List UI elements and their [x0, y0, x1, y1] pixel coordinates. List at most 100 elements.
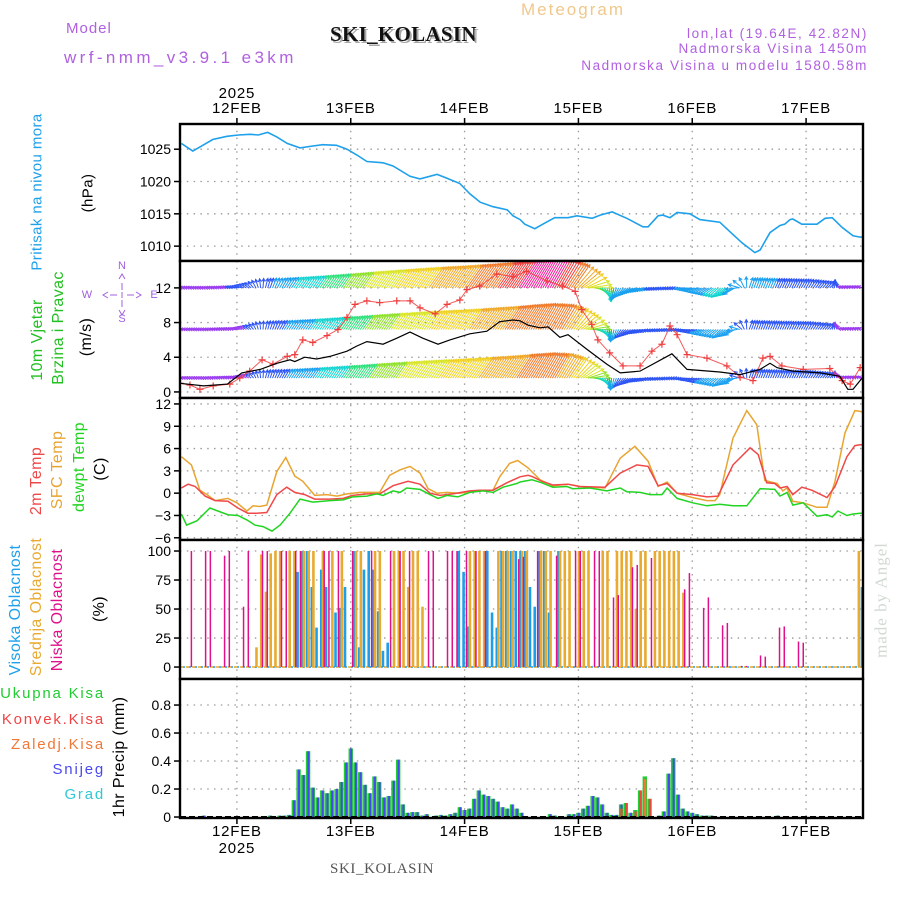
wind-vector: [815, 321, 822, 330]
wind-vector: [824, 280, 832, 289]
wind-vector: [464, 357, 480, 379]
wind-vector: [777, 369, 783, 379]
wind-vector: [293, 319, 301, 330]
precip-bar: [381, 797, 387, 818]
precip-snow-bar: [629, 812, 632, 818]
wind-vector: [254, 278, 259, 289]
wind-vector: [744, 318, 749, 330]
wind-vector: [291, 276, 300, 289]
y-tick-label: 75: [155, 572, 171, 588]
y-tick-label: 9: [163, 418, 171, 434]
compass-north-label: N: [118, 260, 126, 272]
wind-vector: [362, 363, 373, 379]
wind-vector: [326, 366, 336, 379]
precip-convective-bar: [620, 808, 623, 818]
y-tick-label: 4: [163, 349, 171, 365]
precip-bar: [286, 814, 292, 818]
temp-unit: (C): [92, 457, 109, 481]
wind-vector: [295, 367, 304, 379]
wind-vector: [314, 366, 324, 379]
wind-vector: [707, 287, 719, 298]
temp-dewpt-label: dewpt Temp: [71, 422, 88, 512]
wind-gust-marker: [323, 332, 331, 340]
wind-vector: [371, 313, 384, 330]
wind-vector: [376, 362, 388, 379]
wind-vector: [244, 324, 252, 330]
wind-vector: [345, 364, 356, 379]
wind-vector: [281, 368, 288, 379]
wind-vector: [251, 279, 257, 289]
wind-vector: [540, 351, 556, 379]
wind-vector: [542, 352, 558, 379]
wind-vector: [345, 272, 357, 289]
precip-snow-bar: [288, 814, 291, 818]
y-tick-label: 12: [155, 280, 171, 296]
precip-freezing-bar: [644, 779, 647, 818]
precip-convective-bar: [634, 811, 637, 818]
wind-vector: [706, 377, 717, 386]
wind-vector: [815, 279, 822, 289]
wind-vector: [352, 364, 363, 379]
temp-dewpt-line: [180, 479, 863, 532]
wind-vector: [447, 358, 462, 379]
wind-vector: [744, 275, 749, 288]
wind-vector: [779, 277, 786, 289]
precip-bar: [339, 782, 344, 818]
wind-vector: [523, 303, 541, 330]
wind-vector: [328, 316, 339, 330]
panel-temp: −6 −3 0 3 6 9 12: [155, 396, 865, 546]
wind-vector: [302, 275, 312, 289]
wind-gust-marker: [749, 377, 757, 385]
temp-2m-line: [181, 444, 863, 514]
precip-snow-bar: [482, 794, 485, 818]
wind-vector: [544, 352, 561, 379]
wind-gust-marker: [456, 296, 464, 304]
wind-vector: [336, 365, 346, 379]
precip-snow-bar: [691, 812, 694, 818]
wind-vector: [312, 318, 321, 330]
wind-vector: [319, 317, 329, 330]
precip-bar: [604, 812, 610, 818]
wind-vector: [286, 319, 294, 330]
station-title: SKI_KOLASIN: [330, 22, 477, 46]
wind-gust-marker: [416, 304, 424, 312]
wind-vector: [288, 368, 296, 379]
y-tick-label: 0.8: [152, 697, 172, 713]
wind-vector: [283, 368, 291, 379]
wind-vector: [397, 311, 411, 330]
wind-vector: [298, 276, 307, 289]
y-tick-label: 12: [155, 396, 171, 412]
y-tick-label: 6: [163, 441, 171, 457]
wind-gust-marker: [299, 336, 307, 344]
compass-east-label: E: [150, 289, 157, 301]
wind-vector: [461, 308, 478, 330]
wind-vector: [442, 265, 459, 289]
wind-vector: [549, 352, 565, 379]
precip-convective-bar: [648, 798, 651, 818]
wind-vector: [724, 286, 738, 292]
wind-gust-marker: [571, 287, 579, 295]
wind-vector: [321, 366, 331, 379]
precip-bar: [637, 790, 643, 818]
wind-vector: [291, 368, 299, 379]
wind-gust-marker: [443, 300, 451, 308]
wind-vector: [499, 305, 517, 330]
wind-vector: [530, 352, 547, 379]
wind-vector: [416, 359, 430, 379]
wind-vector: [786, 277, 793, 289]
wind-gust-marker: [363, 297, 371, 305]
precip-bar: [362, 784, 368, 818]
wind-vector: [343, 364, 353, 379]
wind-gust-marker: [673, 331, 681, 339]
wind-axis-title-2: Brzina i Pravac: [50, 271, 67, 385]
precip-snow-bar: [492, 798, 495, 818]
wind-vector: [445, 265, 462, 289]
wind-vector: [404, 360, 418, 379]
wind-vector: [257, 277, 263, 288]
plot-area: [180, 551, 863, 668]
wind-vector: [340, 272, 352, 289]
wind-gust-marker: [343, 313, 351, 321]
wind-vector: [324, 366, 334, 379]
wind-vector: [283, 276, 292, 289]
precip-bar: [690, 812, 695, 818]
